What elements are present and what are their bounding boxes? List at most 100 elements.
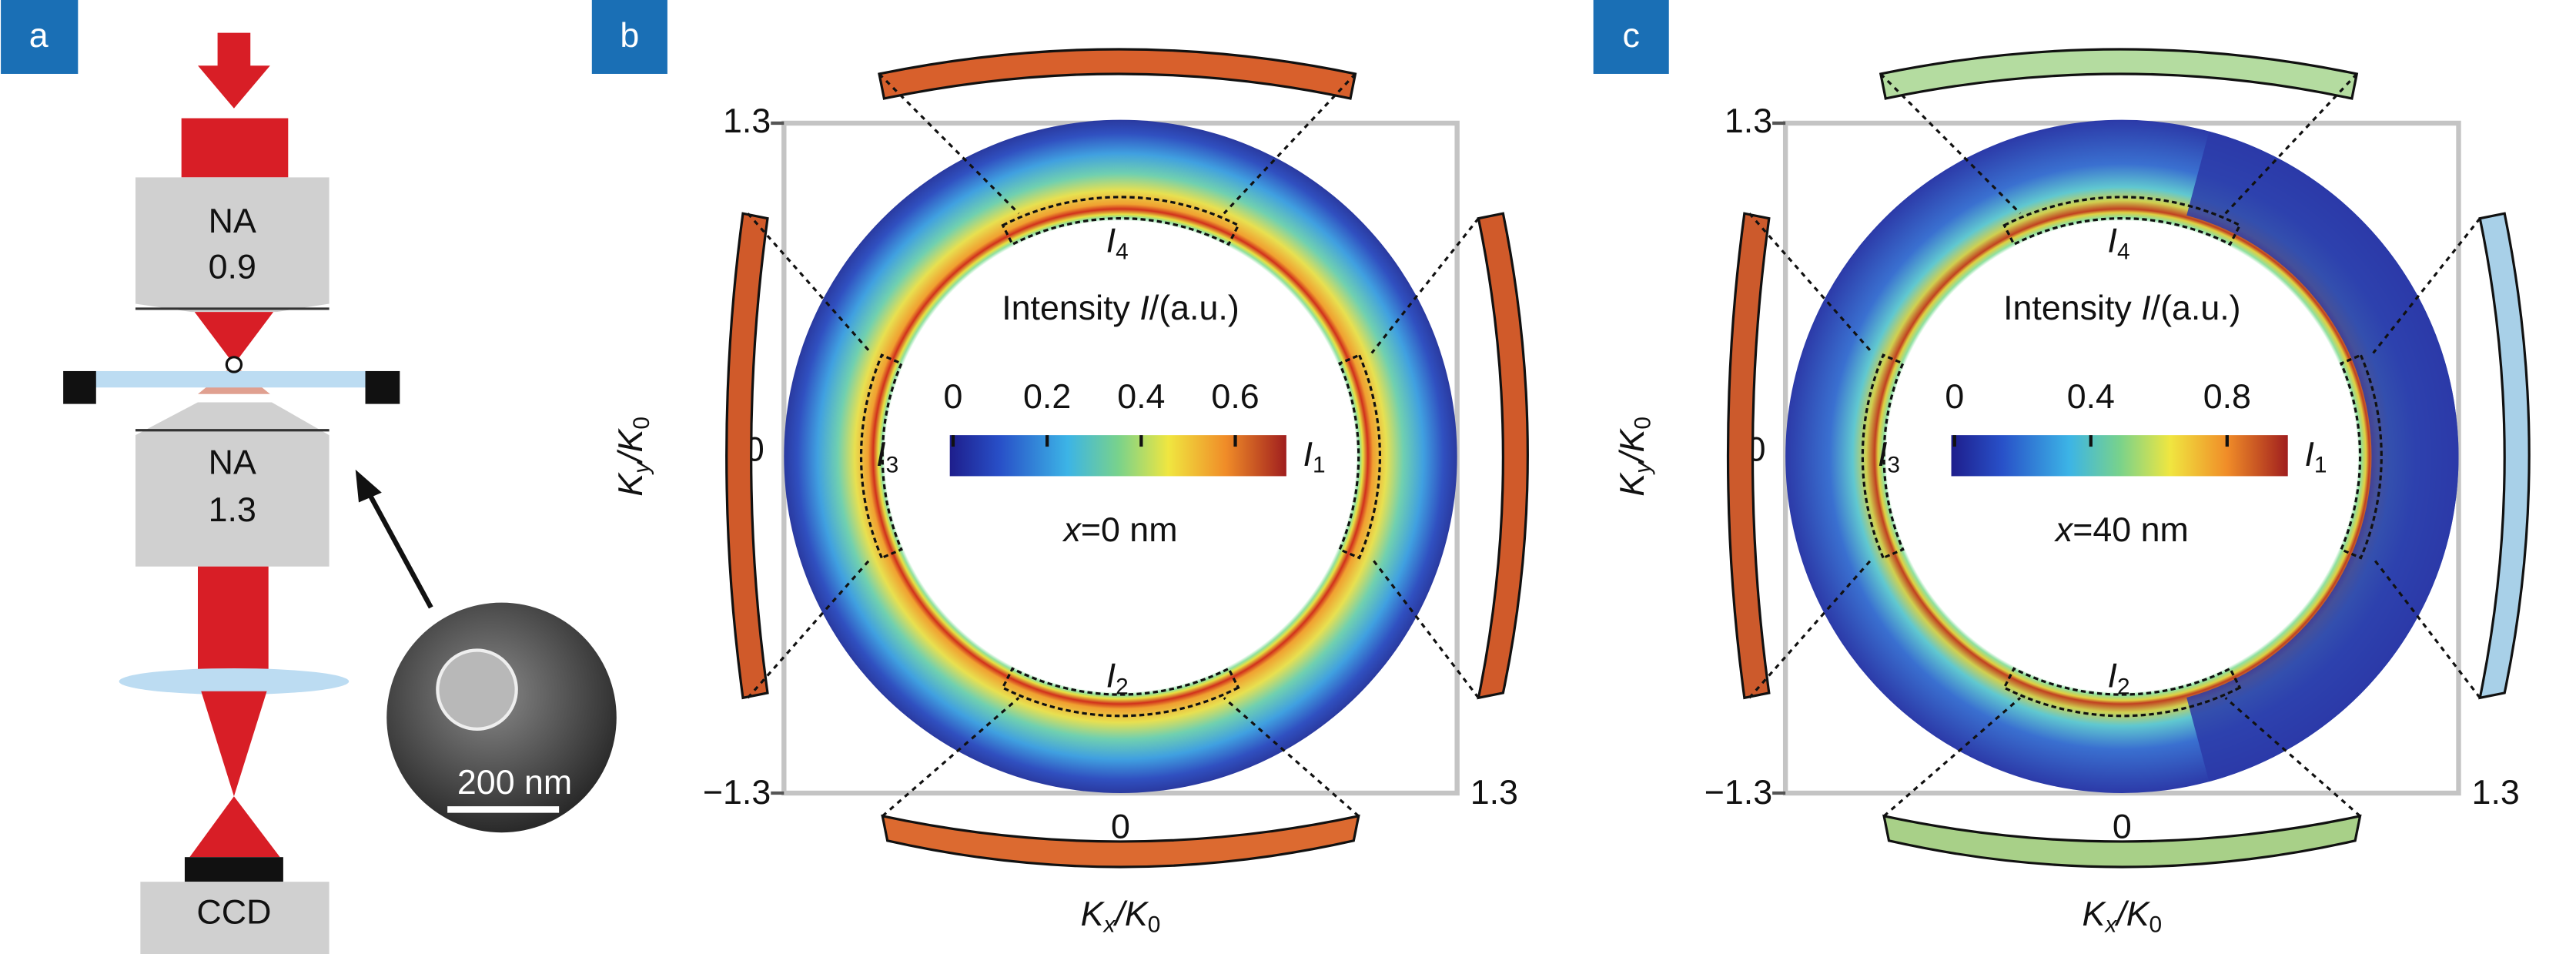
- y-tick-label: −1.3: [703, 773, 771, 812]
- intensity-label-part: I: [1878, 435, 1887, 474]
- y-tick-label: 1.3: [1725, 102, 1772, 140]
- connector: [747, 213, 872, 354]
- panel-label-box: [1, 0, 79, 74]
- connector: [1879, 72, 2022, 215]
- intensity-band: [1882, 814, 2362, 869]
- colorbar-title-part: I: [1139, 289, 1149, 327]
- colorbar-title-part: Intensity: [2003, 289, 2141, 327]
- colorbar-tick-label: 0: [1945, 377, 1964, 416]
- integration-region: [2002, 196, 2242, 246]
- x-axis-label-part: x: [1102, 912, 1116, 938]
- intensity-label: I1: [1303, 435, 1326, 478]
- x-axis-label: Kx/K0: [2082, 895, 2162, 938]
- intensity-label-part: 3: [886, 453, 899, 478]
- intensity-label-part: I: [1106, 657, 1116, 695]
- condition-label-part: =40 nm: [2073, 510, 2189, 549]
- intensity-label: I4: [2108, 221, 2130, 264]
- sensor: [184, 857, 283, 882]
- condition-label-part: =0 nm: [1081, 510, 1178, 549]
- connector: [1748, 213, 1874, 354]
- colorbar-tick-label: 0.4: [1117, 377, 1165, 416]
- intensity-label-part: I: [1106, 221, 1116, 259]
- connector: [882, 697, 1020, 818]
- y-axis-label-part: /K: [1613, 427, 1651, 464]
- colorbar-title-part: I: [2141, 289, 2150, 327]
- condition-label: x=40 nm: [2054, 510, 2189, 549]
- y-tick-label: −1.3: [1705, 773, 1772, 812]
- glass-slide: [91, 370, 379, 388]
- intensity-label-part: 2: [1116, 674, 1129, 699]
- connector: [1223, 72, 1357, 215]
- integration-region: [2002, 667, 2242, 718]
- connector: [2224, 697, 2361, 818]
- intensity-band: [1477, 212, 1529, 700]
- connector: [2224, 72, 2358, 215]
- y-axis-label-part: 0: [629, 417, 654, 430]
- connector: [878, 72, 1020, 215]
- colorbar-tick-label: 0.6: [1211, 377, 1259, 416]
- ccd-label: CCD: [196, 893, 271, 932]
- pointer-head: [355, 469, 382, 503]
- y-tick-label: 1.3: [723, 102, 771, 140]
- colorbar-title-part: /(a.u.): [2151, 289, 2241, 327]
- x-axis-label-part: K: [1081, 895, 1106, 933]
- x-axis-label-part: x: [2103, 912, 2117, 938]
- colorbar-title-part: /(a.u.): [1149, 289, 1239, 327]
- intensity-label-part: I: [876, 435, 885, 474]
- y-axis-label-part: y: [1631, 460, 1656, 475]
- intensity-band: [878, 48, 1357, 100]
- intensity-label: I3: [1878, 435, 1900, 478]
- colorbar-tick-label: 0.8: [2203, 377, 2251, 416]
- intensity-label: I2: [1106, 657, 1129, 700]
- beam: [181, 118, 289, 178]
- intensity-label-part: 1: [1313, 453, 1326, 478]
- colorbar: [949, 435, 1286, 477]
- condition-label-part: x: [1062, 510, 1082, 549]
- intensity-label: I3: [876, 435, 898, 478]
- objective-top: [135, 177, 330, 313]
- intensity-label-part: 3: [1887, 453, 1900, 478]
- colorbar: [1951, 435, 2288, 477]
- y-axis-label-part: /K: [611, 427, 650, 464]
- intensity-label: I2: [2108, 657, 2130, 700]
- colorbar-title: Intensity I/(a.u.): [2003, 289, 2241, 327]
- intensity-band: [881, 814, 1360, 869]
- integration-region: [1861, 353, 1905, 560]
- x-tick-label: 0: [1111, 808, 1130, 846]
- condition-label: x=0 nm: [1062, 510, 1177, 549]
- y-axis-label-part: y: [629, 460, 654, 475]
- x-tick-label: 1.3: [1470, 773, 1518, 812]
- integration-region: [859, 353, 903, 560]
- intensity-label-part: 2: [2117, 674, 2130, 699]
- intensity-map-dim: [2186, 131, 2459, 782]
- na-label: NA: [209, 443, 256, 481]
- connector: [1223, 697, 1360, 818]
- intensity-label: I1: [2304, 435, 2327, 478]
- x-tick-label: 0: [2113, 808, 2132, 846]
- na-value: 1.3: [209, 490, 256, 529]
- holder: [63, 370, 96, 404]
- colorbar-title-part: Intensity: [1002, 289, 1139, 327]
- colorbar-title: Intensity I/(a.u.): [1002, 289, 1239, 327]
- intensity-label: I4: [1106, 221, 1129, 264]
- integration-region: [1338, 353, 1382, 560]
- x-axis-label-part: /K: [1112, 895, 1149, 933]
- panel-label: b: [620, 16, 639, 55]
- y-axis-label: Ky/K0: [611, 417, 654, 497]
- pointer: [366, 491, 433, 609]
- intensity-band: [1878, 48, 2359, 100]
- x-axis-label-part: 0: [1148, 912, 1161, 938]
- lens: [119, 668, 350, 695]
- intensity-label-part: I: [2108, 221, 2117, 259]
- ccd: [140, 882, 330, 954]
- panel-label: c: [1623, 16, 1640, 55]
- y-axis-label: Ky/K0: [1613, 417, 1656, 497]
- scale-bar-label: 200 nm: [457, 763, 572, 802]
- y-axis-label-part: K: [611, 472, 650, 497]
- intensity-band: [1726, 212, 1771, 700]
- sem-particle: [436, 648, 518, 731]
- integration-region: [1001, 667, 1240, 718]
